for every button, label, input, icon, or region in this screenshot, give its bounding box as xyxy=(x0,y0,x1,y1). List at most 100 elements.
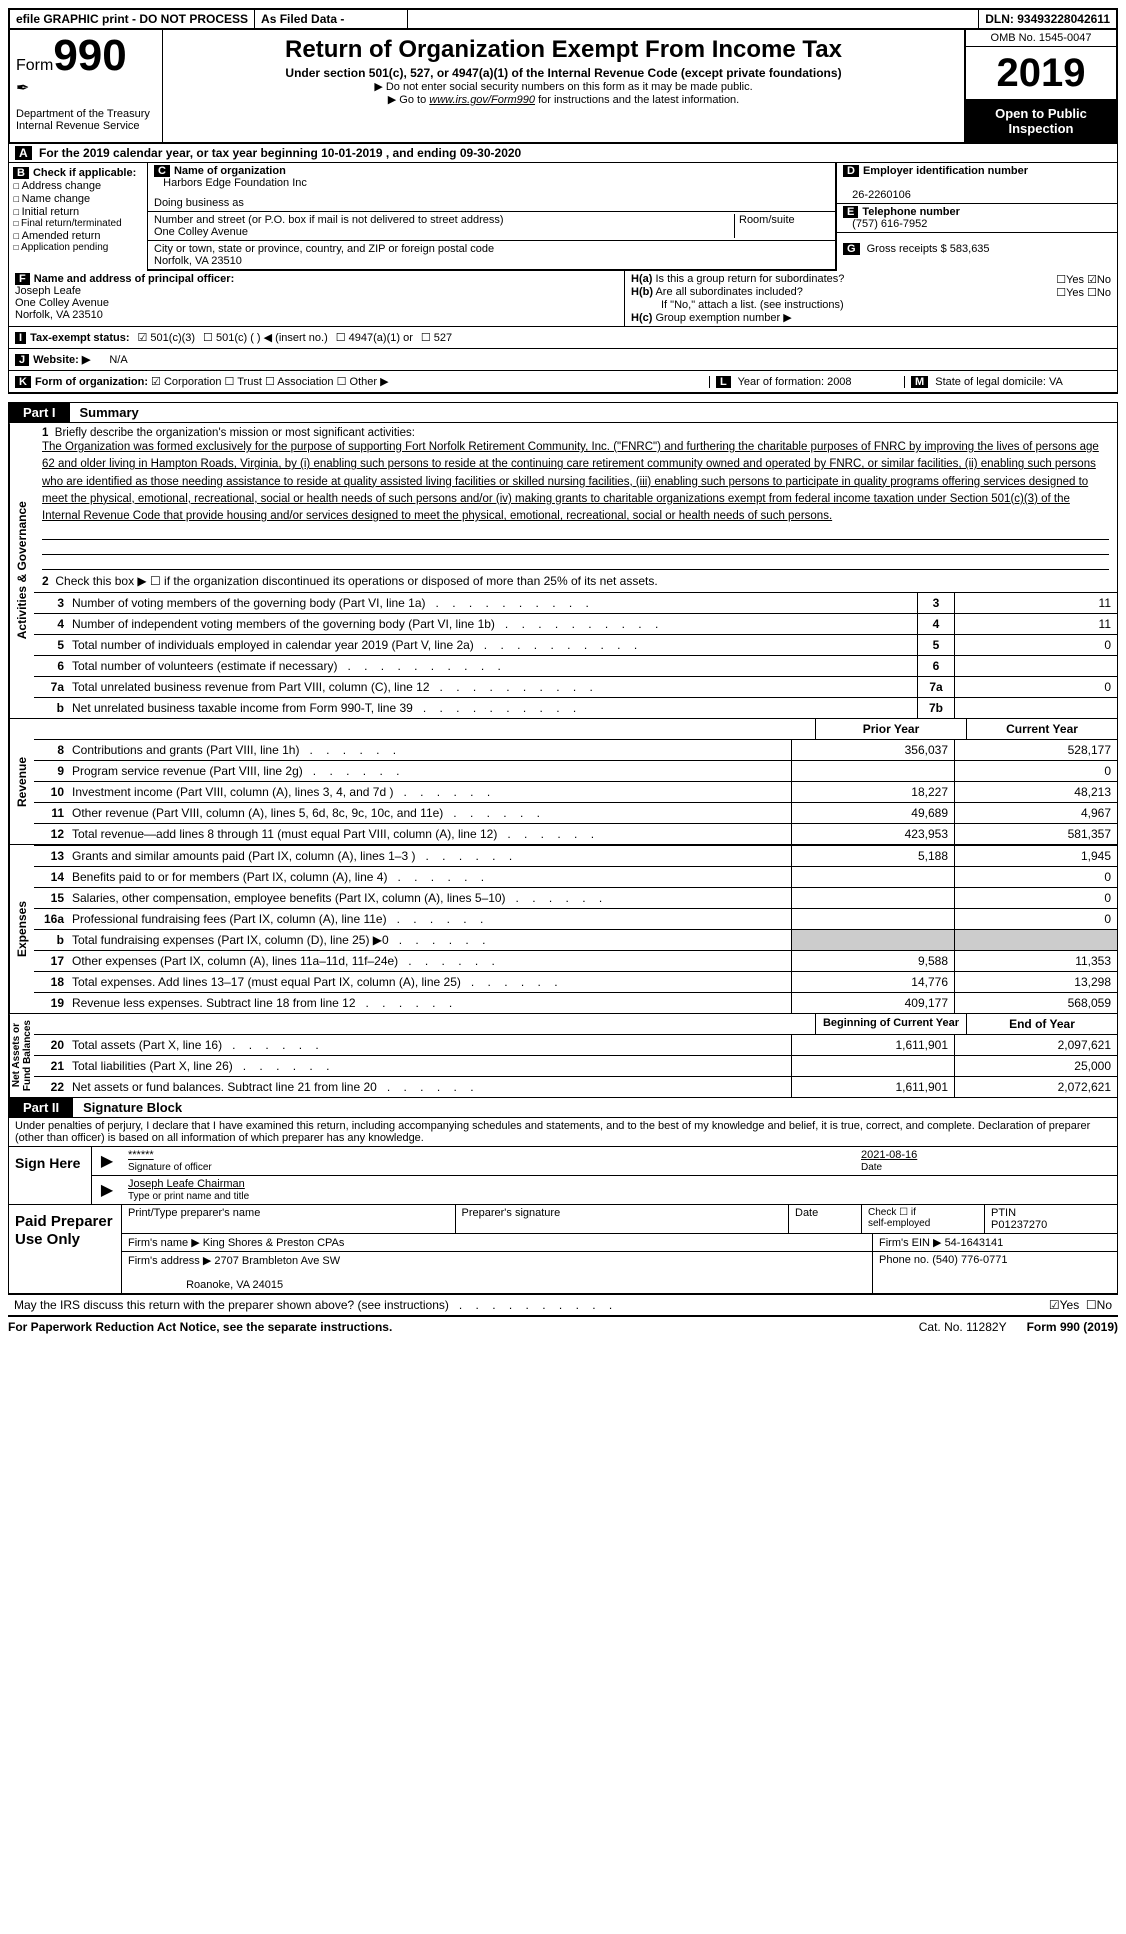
section-a: A For the 2019 calendar year, or tax yea… xyxy=(8,144,1118,163)
side-ag: Activities & Governance xyxy=(9,423,34,718)
side-exp: Expenses xyxy=(9,845,34,1013)
box-c: CName of organization Harbors Edge Found… xyxy=(148,163,837,271)
irs-link[interactable]: www.irs.gov/Form990 xyxy=(429,94,535,106)
summary-line: 9Program service revenue (Part VIII, lin… xyxy=(34,760,1117,781)
prep-date-hdr: Date xyxy=(789,1205,862,1233)
rev-section: Revenue Prior Year Current Year 8Contrib… xyxy=(8,719,1118,845)
summary-line: 7aTotal unrelated business revenue from … xyxy=(34,676,1117,697)
header-right: OMB No. 1545-0047 2019 Open to Public In… xyxy=(964,30,1116,142)
summary-line: 5Total number of individuals employed in… xyxy=(34,634,1117,655)
mission-text: The Organization was formed exclusively … xyxy=(42,439,1109,525)
summary-line: 6Total number of volunteers (estimate if… xyxy=(34,655,1117,676)
chk-pending[interactable]: Application pending xyxy=(21,242,108,253)
bcd-block: BCheck if applicable: ☐Address change ☐N… xyxy=(8,163,1118,271)
chk-final[interactable]: Final return/terminated xyxy=(21,218,122,229)
summary-line: 16aProfessional fundraising fees (Part I… xyxy=(34,908,1117,929)
hdr-end: End of Year xyxy=(966,1014,1117,1034)
firm-addr-label: Firm's address ▶ xyxy=(128,1255,211,1267)
officer-city: Norfolk, VA 23510 xyxy=(15,309,103,321)
ptin: P01237270 xyxy=(991,1219,1047,1231)
opt-501c3[interactable]: 501(c)(3) xyxy=(150,332,195,344)
summary-line: 11Other revenue (Part VIII, column (A), … xyxy=(34,802,1117,823)
tax-year-range: For the 2019 calendar year, or tax year … xyxy=(39,146,521,160)
part2-title: Signature Block xyxy=(73,1098,192,1117)
as-filed: As Filed Data - xyxy=(255,10,408,28)
summary-line: bNet unrelated business taxable income f… xyxy=(34,697,1117,718)
summary-line: 4Number of independent voting members of… xyxy=(34,613,1117,634)
dln: DLN: 93493228042611 xyxy=(979,10,1116,28)
opt-4947[interactable]: 4947(a)(1) or xyxy=(349,332,413,344)
discuss-yes[interactable]: Yes xyxy=(1060,1298,1080,1312)
opt-501c[interactable]: 501(c) ( ) ◀ (insert no.) xyxy=(216,332,328,344)
summary-line: 19Revenue less expenses. Subtract line 1… xyxy=(34,992,1117,1013)
gross-label: Gross receipts $ xyxy=(867,243,947,255)
letter-j: J xyxy=(15,354,29,366)
phone-label: Phone no. xyxy=(879,1254,929,1266)
side-rev: Revenue xyxy=(9,719,34,844)
firm-ein-label: Firm's EIN ▶ xyxy=(879,1237,942,1249)
summary-line: 3Number of voting members of the governi… xyxy=(34,592,1117,613)
form-title: Return of Organization Exempt From Incom… xyxy=(171,36,956,64)
letter-g: G xyxy=(843,243,860,255)
chk-initial[interactable]: Initial return xyxy=(22,206,79,218)
tax-year: 2019 xyxy=(966,47,1116,100)
opt-assoc[interactable]: Association xyxy=(277,376,333,388)
chk-name[interactable]: Name change xyxy=(22,193,91,205)
ha-text: Is this a group return for subordinates? xyxy=(655,273,844,285)
summary-line: bTotal fundraising expenses (Part IX, co… xyxy=(34,929,1117,950)
hdr-begin: Beginning of Current Year xyxy=(815,1014,966,1034)
side-net: Net Assets or Fund Balances xyxy=(9,1014,34,1097)
hdr-prior: Prior Year xyxy=(815,719,966,739)
part1-tag: Part I xyxy=(9,403,70,422)
box-d: DEmployer identification number 26-22601… xyxy=(837,163,1117,271)
firm-addr: 2707 Brambleton Ave SW xyxy=(214,1255,340,1267)
line2-text: Check this box ▶ ☐ if the organization d… xyxy=(55,574,657,588)
summary-line: 15Salaries, other compensation, employee… xyxy=(34,887,1117,908)
box-b: BCheck if applicable: ☐Address change ☐N… xyxy=(9,163,148,271)
arrow-icon: ▶ xyxy=(101,1180,113,1200)
part2-tag: Part II xyxy=(9,1098,73,1117)
box-b-title: Check if applicable: xyxy=(33,167,136,179)
officer-sig: Joseph Leafe Chairman xyxy=(128,1178,245,1190)
city: Norfolk, VA 23510 xyxy=(154,255,242,267)
link-note: ▶ Go to www.irs.gov/Form990 for instruct… xyxy=(171,93,956,106)
summary-line: 13Grants and similar amounts paid (Part … xyxy=(34,845,1117,866)
firm-ein: 54-1643141 xyxy=(945,1237,1004,1249)
row-i: ITax-exempt status: ☑ 501(c)(3) ☐ 501(c)… xyxy=(8,327,1118,349)
opt-527[interactable]: 527 xyxy=(434,332,452,344)
org-name: Harbors Edge Foundation Inc xyxy=(163,177,307,189)
dept-treasury: Department of the Treasury Internal Reve… xyxy=(16,108,156,132)
self-emp-b: self-employed xyxy=(868,1218,930,1229)
opt-other[interactable]: Other ▶ xyxy=(350,376,389,388)
summary-line: 17Other expenses (Part IX, column (A), l… xyxy=(34,950,1117,971)
omb-number: OMB No. 1545-0047 xyxy=(966,30,1116,47)
summary-line: 10Investment income (Part VIII, column (… xyxy=(34,781,1117,802)
officer-street: One Colley Avenue xyxy=(15,297,109,309)
tel-label: Telephone number xyxy=(862,206,960,218)
box-f: FName and address of principal officer: … xyxy=(9,271,625,326)
hdr-curr: Current Year xyxy=(966,719,1117,739)
letter-a: A xyxy=(15,146,32,160)
ein: 26-2260106 xyxy=(852,189,911,201)
cat-no: Cat. No. 11282Y xyxy=(899,1320,1027,1334)
discuss-no[interactable]: No xyxy=(1097,1298,1112,1312)
letter-m: M xyxy=(911,376,928,388)
form-org-label: Form of organization: xyxy=(35,376,148,388)
self-emp-a: Check ☐ if xyxy=(868,1207,916,1218)
header-left: Form990 ✒ Department of the Treasury Int… xyxy=(10,30,163,142)
firm-city: Roanoke, VA 24015 xyxy=(186,1279,283,1291)
header-center: Return of Organization Exempt From Incom… xyxy=(163,30,964,142)
letter-l: L xyxy=(716,376,731,388)
exp-section: Expenses 13Grants and similar amounts pa… xyxy=(8,845,1118,1014)
summary-line: 18Total expenses. Add lines 13–17 (must … xyxy=(34,971,1117,992)
paid-preparer-label: Paid Preparer Use Only xyxy=(9,1205,122,1293)
ein-label: Employer identification number xyxy=(863,165,1028,177)
opt-corp[interactable]: Corporation xyxy=(164,376,221,388)
chk-amended[interactable]: Amended return xyxy=(22,230,101,242)
opt-trust[interactable]: Trust xyxy=(237,376,262,388)
letter-f: F xyxy=(15,273,30,285)
state-domicile: State of legal domicile: VA xyxy=(935,376,1063,388)
summary-line: 21Total liabilities (Part X, line 26)25,… xyxy=(34,1055,1117,1076)
prep-sig-hdr: Preparer's signature xyxy=(456,1205,790,1233)
chk-address[interactable]: Address change xyxy=(22,180,102,192)
